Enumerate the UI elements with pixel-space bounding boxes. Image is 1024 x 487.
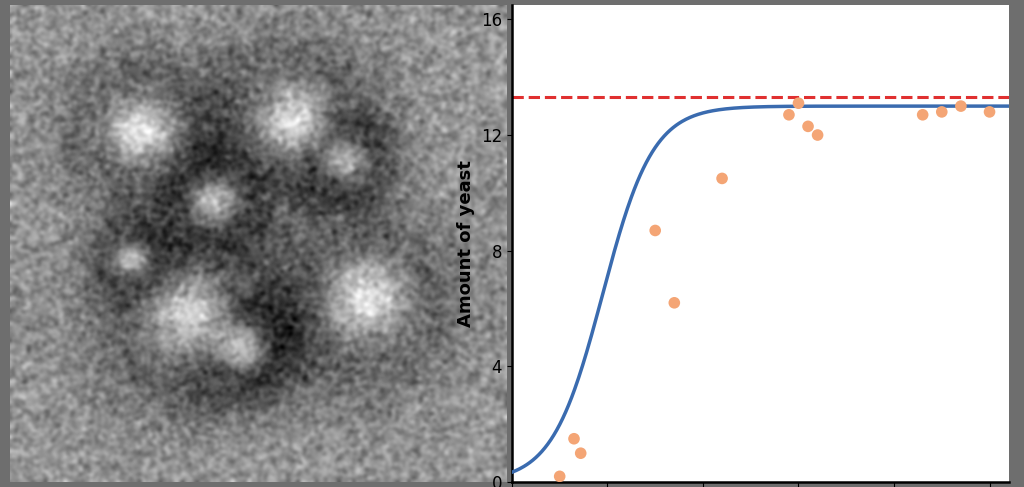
Point: [934, 108, 950, 116]
Point: [981, 108, 997, 116]
Y-axis label: Amount of yeast: Amount of yeast: [458, 160, 475, 327]
Point: [552, 472, 568, 480]
Point: [566, 435, 583, 443]
Point: [647, 226, 664, 234]
Point: [667, 299, 683, 307]
Point: [780, 111, 797, 119]
Point: [952, 102, 969, 110]
Point: [800, 122, 816, 130]
Point: [914, 111, 931, 119]
Point: [809, 131, 825, 139]
Point: [572, 450, 589, 457]
Point: [714, 174, 730, 182]
Point: [791, 99, 807, 107]
